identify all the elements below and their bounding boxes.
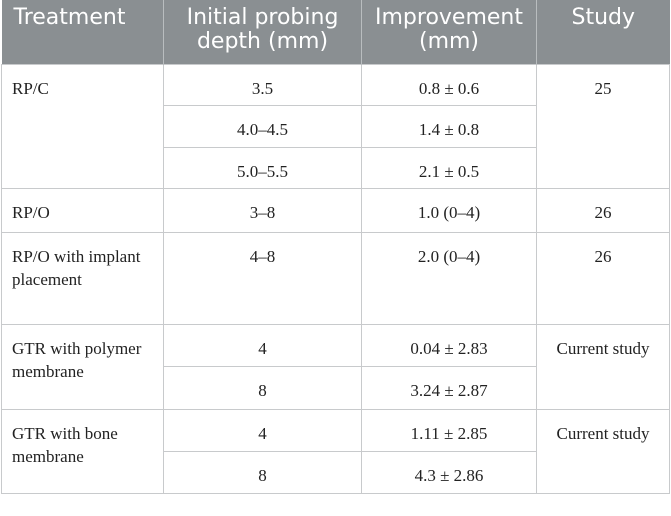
table-row: 4.0–4.5 1.4 ± 0.8 — [2, 104, 670, 148]
table-row: RP/O with implant placement 4–8 2.0 (0–4… — [1, 231, 670, 325]
depth-cell: 4.0–4.5 — [163, 104, 362, 148]
improvement-cell: 2.0 (0–4) — [361, 231, 537, 325]
table-row: 8 3.24 ± 2.87 — [2, 365, 670, 410]
header-initial-probing-depth: Initial probing depth (mm) — [163, 0, 362, 64]
header-row: Treatment Initial probing depth (mm) Imp… — [1, 0, 670, 64]
depth-cell: 4 — [163, 323, 362, 367]
table-row: GTR with polymer membrane 4 0.04 ± 2.83 … — [1, 323, 670, 410]
improvement-cell: 3.24 ± 2.87 — [361, 365, 537, 410]
depth-cell: 8 — [163, 365, 362, 410]
header-improvement: Improvement (mm) — [361, 0, 537, 64]
header-treatment: Treatment — [1, 0, 164, 64]
study-cell: Current study — [536, 408, 670, 494]
study-cell: 26 — [536, 231, 670, 325]
table-row: RP/C 3.5 0.8 ± 0.6 25 — [1, 63, 670, 189]
study-cell: Current study — [536, 323, 670, 410]
table-row: GTR with bone membrane 4 1.11 ± 2.85 Cur… — [1, 408, 670, 494]
treatment-cell: RP/C — [1, 63, 164, 189]
treatment-cell: GTR with bone membrane — [1, 408, 164, 494]
table-row: RP/O 3–8 1.0 (0–4) 26 — [1, 187, 670, 233]
depth-cell: 4–8 — [163, 231, 362, 325]
study-cell: 26 — [536, 187, 670, 233]
depth-cell: 8 — [163, 450, 362, 494]
improvement-cell: 4.3 ± 2.86 — [361, 450, 537, 494]
study-cell: 25 — [536, 63, 670, 189]
improvement-cell: 1.0 (0–4) — [361, 187, 537, 233]
improvement-cell: 0.8 ± 0.6 — [361, 63, 537, 106]
improvement-cell: 1.4 ± 0.8 — [361, 104, 537, 148]
improvement-cell: 1.11 ± 2.85 — [361, 408, 537, 452]
depth-cell: 5.0–5.5 — [163, 146, 362, 189]
depth-cell: 3.5 — [163, 63, 362, 106]
table-row: 8 4.3 ± 2.86 — [2, 450, 670, 494]
results-table: Treatment Initial probing depth (mm) Imp… — [1, 0, 670, 494]
improvement-cell: 0.04 ± 2.83 — [361, 323, 537, 367]
header-study: Study — [536, 0, 670, 64]
depth-cell: 4 — [163, 408, 362, 452]
treatment-cell: RP/O — [1, 187, 164, 233]
treatment-cell: GTR with polymer membrane — [1, 323, 164, 410]
treatment-cell: RP/O with implant placement — [1, 231, 164, 325]
depth-cell: 3–8 — [163, 187, 362, 233]
table-row: 5.0–5.5 2.1 ± 0.5 — [2, 146, 670, 189]
improvement-cell: 2.1 ± 0.5 — [361, 146, 537, 189]
